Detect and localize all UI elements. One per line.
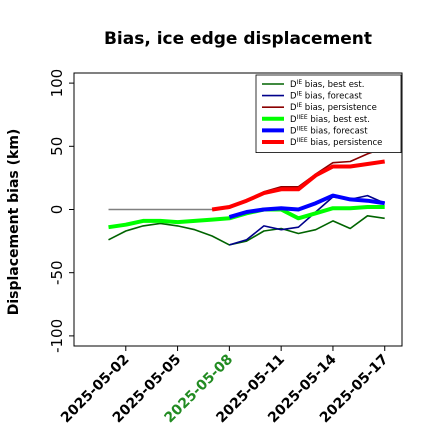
- legend-box: [255, 74, 402, 153]
- series-line-2: [229, 194, 386, 246]
- y-tick-label: 0: [48, 205, 66, 215]
- legend-label-5: DIIEE bias, forecast: [290, 125, 368, 136]
- legend-label-6: DIIEE bias, persistence: [290, 137, 382, 148]
- legend: DIE bias, best est.DIE bias, forecastDIE…: [255, 74, 402, 153]
- series-lines: [108, 146, 386, 246]
- legend-label-4: DIIEE bias, best est.: [290, 114, 370, 125]
- legend-label-3: DIE bias, persistence: [290, 102, 377, 113]
- y-tick-label: -100: [48, 319, 66, 353]
- legend-label-2: DIE bias, forecast: [290, 91, 363, 102]
- y-tick-label: 50: [48, 137, 66, 156]
- chart-title: Bias, ice edge displacement: [104, 29, 372, 49]
- series-line-1: [108, 215, 385, 246]
- series-line-6: [211, 159, 385, 212]
- legend-label-1: DIE bias, best est.: [290, 79, 364, 90]
- y-tick-label: 100: [48, 69, 66, 98]
- y-tick-label: -50: [48, 260, 66, 285]
- series-line-5: [228, 193, 385, 220]
- y-axis-label: Displacement bias (km): [6, 129, 22, 316]
